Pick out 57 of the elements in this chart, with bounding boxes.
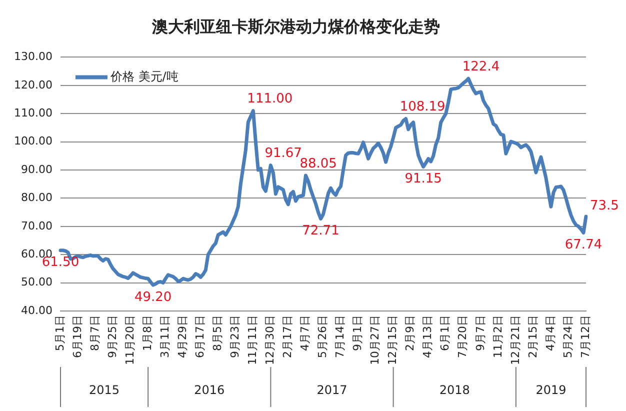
x-tick-label: 10月27日 xyxy=(368,315,382,366)
y-tick-label: 70.00 xyxy=(20,219,52,232)
data-label: 72.71 xyxy=(302,224,340,239)
y-tick-label: 50.00 xyxy=(20,276,52,289)
y-tick-label: 80.00 xyxy=(20,191,52,204)
data-label: 67.74 xyxy=(564,238,602,253)
x-tick-label: 7月20日 xyxy=(456,315,470,358)
x-tick-label: 5月26日 xyxy=(316,315,330,358)
x-tick-label: 6月1日 xyxy=(438,315,452,352)
x-tick-label: 8月7日 xyxy=(88,315,102,352)
x-tick-label: 2月17日 xyxy=(281,315,294,358)
x-tick-label: 9月23日 xyxy=(228,315,242,358)
x-tick-label: 6月17日 xyxy=(193,315,206,358)
x-tick-label: 9月25日 xyxy=(106,315,119,358)
y-tick-label: 100.00 xyxy=(14,134,52,148)
data-label: 88.05 xyxy=(300,156,337,172)
text: 2015 xyxy=(89,383,120,398)
text: 2019 xyxy=(536,383,566,398)
x-tick-label: 7月12日 xyxy=(578,315,592,358)
x-tick-label: 12月21日 xyxy=(508,315,522,366)
x-tick-label: 4月13日 xyxy=(421,315,434,358)
text: 2018 xyxy=(439,383,470,398)
x-tick-label: 8月5日 xyxy=(211,315,224,352)
y-tick-label: 40.00 xyxy=(20,304,52,317)
data-label: 91.15 xyxy=(404,172,442,187)
x-tick-label: 6月19日 xyxy=(70,315,84,358)
data-label: 122.4 xyxy=(462,60,500,75)
x-tick-label: 2月9日 xyxy=(404,315,417,352)
text: 2016 xyxy=(194,383,225,398)
x-tick-label: 4月7日 xyxy=(298,315,312,352)
x-tick-label: 5月1日 xyxy=(53,315,66,352)
x-tick-label: 9月1日 xyxy=(351,315,364,352)
data-label: 108.19 xyxy=(400,100,446,115)
x-tick-label: 9月7日 xyxy=(474,315,487,352)
x-tick-label: 7月14日 xyxy=(334,315,347,358)
x-tick-label: 4月4日 xyxy=(544,315,557,352)
data-label: 49.20 xyxy=(134,290,172,305)
y-tick-label: 120.00 xyxy=(14,78,52,92)
x-tick-label: 11月2日 xyxy=(491,315,504,358)
x-tick-label: 12月30日 xyxy=(264,315,277,366)
y-tick-label: 90.00 xyxy=(20,162,52,176)
data-label: 73.5 xyxy=(590,198,619,214)
x-tick-label: 4月29日 xyxy=(176,315,189,358)
x-tick-label: 5月24日 xyxy=(561,315,574,358)
data-label: 111.00 xyxy=(247,92,293,107)
x-tick-label: 11月20日 xyxy=(123,315,136,366)
y-tick-label: 130.00 xyxy=(14,50,52,64)
y-tick-label: 110.00 xyxy=(14,106,52,120)
chart-title: 澳大利亚纽卡斯尔港动力煤价格变化走势 xyxy=(151,16,440,36)
x-tick-label: 11月11日 xyxy=(246,315,260,366)
x-tick-label: 3月11日 xyxy=(158,315,172,358)
x-tick-label: 1月8日 xyxy=(140,315,154,352)
x-tick-label: 12月15日 xyxy=(386,315,400,366)
data-label: 91.67 xyxy=(264,146,302,162)
x-tick-label: 2月15日 xyxy=(526,315,540,358)
legend-label: 价格 美元/吨 xyxy=(109,69,178,84)
text: 2017 xyxy=(316,383,348,398)
